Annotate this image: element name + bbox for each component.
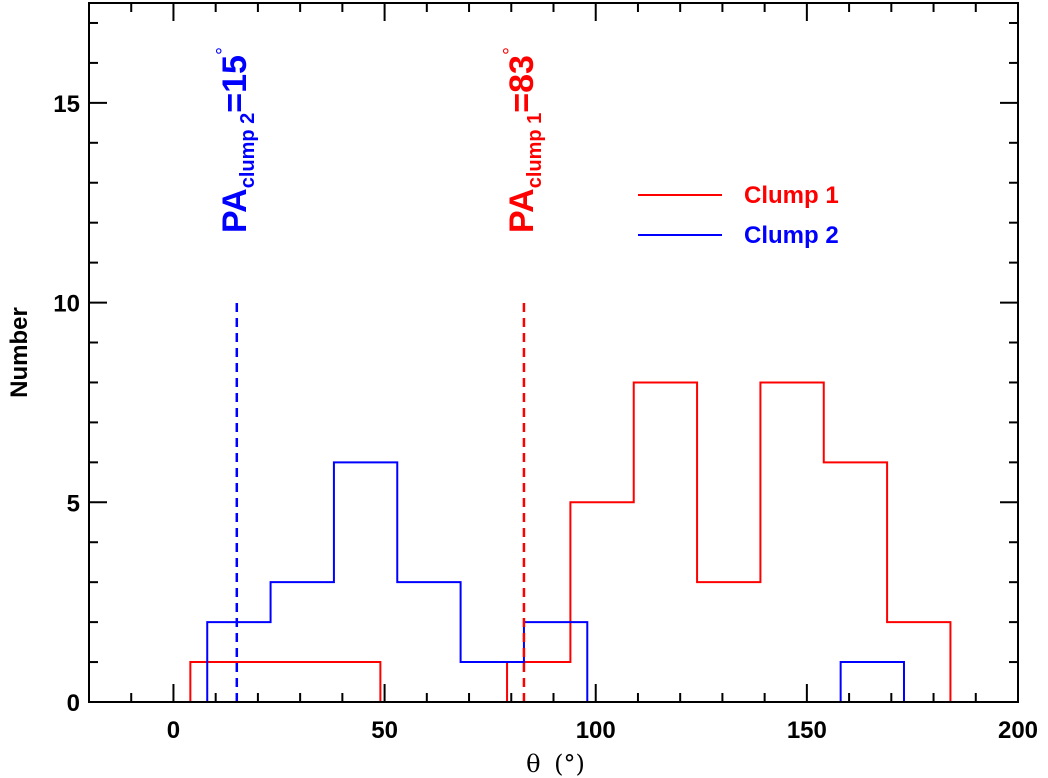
plot-frame — [88, 2, 1019, 703]
reference-lines: PAclump 2=15°PAclump 1=83° — [213, 47, 546, 702]
pa1-label-main: PA — [503, 188, 541, 233]
pa2-label-degree: ° — [213, 47, 235, 55]
x-tick-label: 0 — [167, 717, 180, 744]
pa1-label: PAclump 1=83° — [500, 47, 546, 233]
x-tick-label: 50 — [371, 717, 398, 744]
y-tick-label: 10 — [53, 291, 80, 318]
legend: Clump 1 Clump 2 — [638, 182, 839, 249]
legend-label: Clump 1 — [744, 182, 839, 209]
x-axis-title-symbol: θ — [526, 750, 540, 778]
y-tick-label: 15 — [53, 91, 80, 118]
x-tick-label: 150 — [787, 717, 827, 744]
series-clump-1-step — [89, 381, 1018, 703]
x-tick-label: 100 — [576, 717, 616, 744]
x-axis-title-unit: (°) — [554, 750, 585, 778]
y-tick-label: 0 — [67, 690, 80, 717]
pa2-label-eq: =15 — [216, 55, 254, 113]
pa2-label-main: PA — [216, 188, 254, 233]
y-tick-label: 5 — [67, 490, 80, 517]
y-axis-title: Number — [6, 307, 33, 398]
pa2-label: PAclump 2=15° — [213, 47, 259, 233]
series-layer — [89, 381, 1018, 703]
axis-ticks: 0 50 100 150 200 0 5 10 15 — [53, 3, 1038, 744]
x-tick-label: 200 — [998, 717, 1038, 744]
pa2-label-sub: clump 2 — [237, 113, 259, 189]
legend-label: Clump 2 — [744, 222, 839, 249]
pa1-label-degree: ° — [500, 47, 522, 55]
x-axis-title: θ (°) — [526, 750, 585, 778]
pa1-label-sub: clump 1 — [524, 113, 546, 189]
series-clump-2-step — [89, 461, 1018, 703]
pa1-label-eq: =83 — [503, 55, 541, 113]
